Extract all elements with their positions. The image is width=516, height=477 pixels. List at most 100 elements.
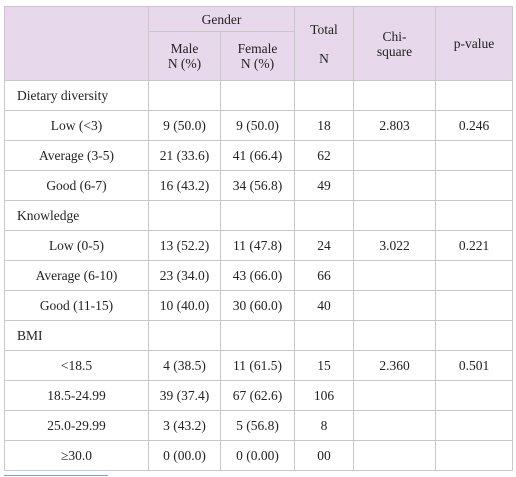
empty-cell [148, 200, 221, 231]
male-cell: 23 (34.0) [148, 260, 221, 291]
table-row: Low (0-5) 13 (52.2) 11 (47.8) 24 3.022 0.221 [4, 230, 514, 261]
empty-cell [148, 80, 221, 111]
male-cell: 4 (38.5) [148, 350, 221, 381]
row-label: Low (<3) [4, 110, 149, 141]
gender-crosstab-table: Gender Total N Chi- square p-value Male … [4, 6, 514, 471]
row-label: Average (3-5) [4, 140, 149, 171]
total-cell: 8 [294, 410, 355, 441]
empty-cell [219, 200, 296, 231]
empty-cell [219, 80, 296, 111]
chi-square-cell [353, 170, 437, 201]
chi-square-cell: 3.022 [353, 230, 437, 261]
empty-cell [294, 200, 355, 231]
header-female: Female N (%) [219, 31, 296, 81]
header-empty-cell [4, 6, 149, 81]
row-label: <18.5 [4, 350, 149, 381]
female-cell: 11 (47.8) [219, 230, 296, 261]
empty-cell [148, 320, 221, 351]
chi-square-cell [353, 140, 437, 171]
p-value-cell: 0.221 [435, 230, 514, 261]
female-cell: 41 (66.4) [219, 140, 296, 171]
empty-cell [219, 320, 296, 351]
total-cell: 18 [294, 110, 355, 141]
p-value-cell: 0.246 [435, 110, 514, 141]
bottom-rule [4, 475, 108, 476]
chi-square-cell [353, 410, 437, 441]
empty-cell [353, 80, 437, 111]
header-chi-line2: square [376, 43, 413, 59]
top-strip [0, 0, 516, 6]
table-row: 18.5-24.99 39 (37.4) 67 (62.6) 106 [4, 380, 514, 411]
p-value-cell [435, 170, 514, 201]
male-cell: 9 (50.0) [148, 110, 221, 141]
section-title: Dietary diversity [4, 80, 149, 111]
header-row-2: Male N (%) Female N (%) [5, 31, 513, 81]
section-row: Dietary diversity [4, 80, 514, 111]
p-value-cell: 0.501 [435, 350, 514, 381]
p-value-cell [435, 260, 514, 291]
female-cell: 5 (56.8) [219, 410, 296, 441]
female-cell: 34 (56.8) [219, 170, 296, 201]
female-cell: 11 (61.5) [219, 350, 296, 381]
chi-square-cell: 2.360 [353, 350, 437, 381]
empty-cell [435, 320, 514, 351]
male-cell: 10 (40.0) [148, 290, 221, 321]
total-cell: 49 [294, 170, 355, 201]
female-cell: 9 (50.0) [219, 110, 296, 141]
section-title: BMI [4, 320, 149, 351]
header-male-line1: Male [170, 41, 199, 56]
empty-cell [435, 200, 514, 231]
section-row: Knowledge [4, 200, 514, 231]
total-cell: 66 [294, 260, 355, 291]
total-cell: 15 [294, 350, 355, 381]
header-total-n: N [319, 50, 329, 66]
female-cell: 67 (62.6) [219, 380, 296, 411]
header-female-line1: Female [237, 41, 278, 56]
table-row: Low (<3) 9 (50.0) 9 (50.0) 18 2.803 0.246 [4, 110, 514, 141]
empty-cell [353, 200, 437, 231]
chi-square-cell: 2.803 [353, 110, 437, 141]
row-label: 18.5-24.99 [4, 380, 149, 411]
male-cell: 21 (33.6) [148, 140, 221, 171]
table-row: Good (6-7) 16 (43.2) 34 (56.8) 49 [4, 170, 514, 201]
header-p-value: p-value [435, 6, 514, 81]
section-row: BMI [4, 320, 514, 351]
table-row: Average (6-10) 23 (34.0) 43 (66.0) 66 [4, 260, 514, 291]
total-cell: 62 [294, 140, 355, 171]
female-cell: 0 (0.00) [219, 440, 296, 471]
male-cell: 16 (43.2) [148, 170, 221, 201]
header-female-line2: N (%) [240, 56, 275, 71]
section-title: Knowledge [4, 200, 149, 231]
p-value-cell [435, 440, 514, 471]
table-row: Good (11-15) 10 (40.0) 30 (60.0) 40 [4, 290, 514, 321]
female-cell: 30 (60.0) [219, 290, 296, 321]
p-value-cell [435, 140, 514, 171]
table-row: 25.0-29.99 3 (43.2) 5 (56.8) 8 [4, 410, 514, 441]
chi-square-cell [353, 290, 437, 321]
total-cell: 106 [294, 380, 355, 411]
row-label: Average (6-10) [4, 260, 149, 291]
table-row: Average (3-5) 21 (33.6) 41 (66.4) 62 [4, 140, 514, 171]
header-total-label: Total [310, 21, 338, 37]
row-label: 25.0-29.99 [4, 410, 149, 441]
empty-cell [294, 80, 355, 111]
empty-cell [353, 320, 437, 351]
empty-cell [435, 80, 514, 111]
chi-square-cell [353, 380, 437, 411]
chi-square-cell [353, 260, 437, 291]
p-value-cell [435, 290, 514, 321]
header-row-1: Gender Total N Chi- square p-value [4, 6, 514, 81]
table-row: ≥30.0 0 (00.0) 0 (0.00) 00 [4, 440, 514, 471]
table-row: <18.5 4 (38.5) 11 (61.5) 15 2.360 0.501 [4, 350, 514, 381]
header-male-line2: N (%) [167, 56, 202, 71]
male-cell: 39 (37.4) [148, 380, 221, 411]
header-chi-line1: Chi- [382, 28, 407, 44]
chi-square-cell [353, 440, 437, 471]
empty-cell [294, 320, 355, 351]
total-cell: 24 [294, 230, 355, 261]
row-label: Low (0-5) [4, 230, 149, 261]
total-cell: 40 [294, 290, 355, 321]
p-value-cell [435, 380, 514, 411]
male-cell: 0 (00.0) [148, 440, 221, 471]
